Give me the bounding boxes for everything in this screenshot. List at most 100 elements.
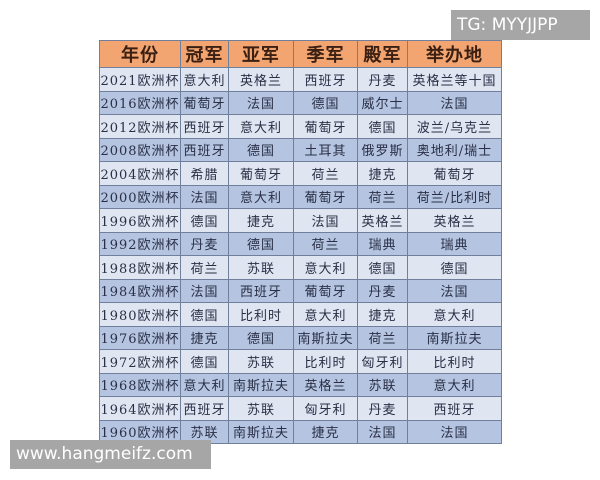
cell-host: 英格兰等十国: [407, 67, 502, 92]
header-runner-up: 亚军: [228, 40, 294, 68]
tg-watermark: TG: MYYJJPP: [451, 10, 590, 40]
cell-fourth: 威尔士: [357, 90, 408, 115]
cell-fourth: 英格兰: [357, 208, 408, 233]
table-row: 1988欧洲杯 荷兰 苏联 意大利 德国 德国: [99, 255, 502, 280]
cell-champion: 德国: [180, 349, 229, 374]
table-row: 1964欧洲杯 西班牙 苏联 匈牙利 丹麦 西班牙: [99, 396, 502, 421]
cell-fourth: 丹麦: [357, 67, 408, 92]
cell-host: 波兰/乌克兰: [407, 114, 502, 139]
cell-year: 2012欧洲杯: [99, 114, 181, 139]
cell-third: 意大利: [293, 255, 358, 280]
cell-runner-up: 苏联: [228, 396, 294, 421]
cell-runner-up: 比利时: [228, 302, 294, 327]
cell-year: 1988欧洲杯: [99, 255, 181, 280]
cell-champion: 西班牙: [180, 396, 229, 421]
table-row: 1968欧洲杯 意大利 南斯拉夫 英格兰 苏联 意大利: [99, 372, 502, 397]
cell-runner-up: 英格兰: [228, 67, 294, 92]
cell-host: 法国: [407, 278, 502, 303]
table-row: 1992欧洲杯 丹麦 德国 荷兰 瑞典 瑞典: [99, 231, 502, 256]
header-fourth: 殿军: [357, 40, 408, 68]
cell-runner-up: 西班牙: [228, 278, 294, 303]
cell-third: 葡萄牙: [293, 114, 358, 139]
cell-runner-up: 德国: [228, 325, 294, 350]
cell-third: 法国: [293, 208, 358, 233]
cell-fourth: 苏联: [357, 372, 408, 397]
cell-host: 比利时: [407, 349, 502, 374]
cell-fourth: 荷兰: [357, 325, 408, 350]
cell-host: 葡萄牙: [407, 161, 502, 186]
table-row: 2000欧洲杯 法国 意大利 葡萄牙 荷兰 荷兰/比利时: [99, 184, 502, 209]
cell-third: 英格兰: [293, 372, 358, 397]
cell-third: 土耳其: [293, 137, 358, 162]
cell-host: 法国: [407, 419, 502, 444]
cell-year: 1992欧洲杯: [99, 231, 181, 256]
cell-runner-up: 法国: [228, 90, 294, 115]
header-host: 举办地: [407, 40, 502, 68]
cell-year: 1964欧洲杯: [99, 396, 181, 421]
cell-host: 法国: [407, 90, 502, 115]
cell-champion: 西班牙: [180, 137, 229, 162]
cell-champion: 希腊: [180, 161, 229, 186]
cell-fourth: 德国: [357, 114, 408, 139]
table-row: 2016欧洲杯 葡萄牙 法国 德国 威尔士 法国: [99, 90, 502, 115]
cell-year: 2016欧洲杯: [99, 90, 181, 115]
table-row: 1976欧洲杯 捷克 德国 南斯拉夫 荷兰 南斯拉夫: [99, 325, 502, 350]
cell-fourth: 荷兰: [357, 184, 408, 209]
cell-third: 意大利: [293, 302, 358, 327]
cell-host: 英格兰: [407, 208, 502, 233]
cell-third: 葡萄牙: [293, 184, 358, 209]
cell-champion: 葡萄牙: [180, 90, 229, 115]
table-row: 1996欧洲杯 德国 捷克 法国 英格兰 英格兰: [99, 208, 502, 233]
cell-fourth: 丹麦: [357, 396, 408, 421]
cell-champion: 西班牙: [180, 114, 229, 139]
cell-year: 1996欧洲杯: [99, 208, 181, 233]
cell-runner-up: 南斯拉夫: [228, 372, 294, 397]
cell-champion: 意大利: [180, 372, 229, 397]
cell-year: 1980欧洲杯: [99, 302, 181, 327]
cell-champion: 法国: [180, 278, 229, 303]
cell-runner-up: 德国: [228, 231, 294, 256]
cell-runner-up: 意大利: [228, 184, 294, 209]
cell-champion: 丹麦: [180, 231, 229, 256]
table-row: 1960欧洲杯 苏联 南斯拉夫 捷克 法国 法国: [99, 419, 502, 444]
cell-champion: 德国: [180, 208, 229, 233]
header-third: 季军: [293, 40, 358, 68]
cell-host: 奥地利/瑞士: [407, 137, 502, 162]
cell-host: 荷兰/比利时: [407, 184, 502, 209]
cell-fourth: 捷克: [357, 302, 408, 327]
cell-year: 1972欧洲杯: [99, 349, 181, 374]
cell-fourth: 德国: [357, 255, 408, 280]
cell-third: 匈牙利: [293, 396, 358, 421]
table-row: 2021欧洲杯 意大利 英格兰 西班牙 丹麦 英格兰等十国: [99, 67, 502, 92]
table-row: 1984欧洲杯 法国 西班牙 葡萄牙 丹麦 法国: [99, 278, 502, 303]
cell-host: 意大利: [407, 372, 502, 397]
table-row: 1980欧洲杯 德国 比利时 意大利 捷克 意大利: [99, 302, 502, 327]
cell-champion: 荷兰: [180, 255, 229, 280]
cell-host: 西班牙: [407, 396, 502, 421]
table-row: 2012欧洲杯 西班牙 意大利 葡萄牙 德国 波兰/乌克兰: [99, 114, 502, 139]
cell-runner-up: 意大利: [228, 114, 294, 139]
cell-fourth: 丹麦: [357, 278, 408, 303]
cell-runner-up: 德国: [228, 137, 294, 162]
cell-host: 瑞典: [407, 231, 502, 256]
table-row: 2008欧洲杯 西班牙 德国 土耳其 俄罗斯 奥地利/瑞士: [99, 137, 502, 162]
cell-year: 2004欧洲杯: [99, 161, 181, 186]
table-row: 2004欧洲杯 希腊 葡萄牙 荷兰 捷克 葡萄牙: [99, 161, 502, 186]
cell-runner-up: 苏联: [228, 349, 294, 374]
cell-third: 捷克: [293, 419, 358, 444]
cell-champion: 法国: [180, 184, 229, 209]
cell-year: 2021欧洲杯: [99, 67, 181, 92]
cell-year: 1960欧洲杯: [99, 419, 181, 444]
cell-runner-up: 苏联: [228, 255, 294, 280]
cell-third: 德国: [293, 90, 358, 115]
cell-runner-up: 葡萄牙: [228, 161, 294, 186]
cell-host: 德国: [407, 255, 502, 280]
cell-champion: 德国: [180, 302, 229, 327]
header-year: 年份: [99, 40, 181, 68]
cell-third: 荷兰: [293, 231, 358, 256]
cell-champion: 捷克: [180, 325, 229, 350]
euro-cup-results-table: 年份 冠军 亚军 季军 殿军 举办地 2021欧洲杯 意大利 英格兰 西班牙 丹麦 英格兰…: [99, 40, 502, 444]
cell-third: 西班牙: [293, 67, 358, 92]
cell-fourth: 瑞典: [357, 231, 408, 256]
cell-third: 南斯拉夫: [293, 325, 358, 350]
